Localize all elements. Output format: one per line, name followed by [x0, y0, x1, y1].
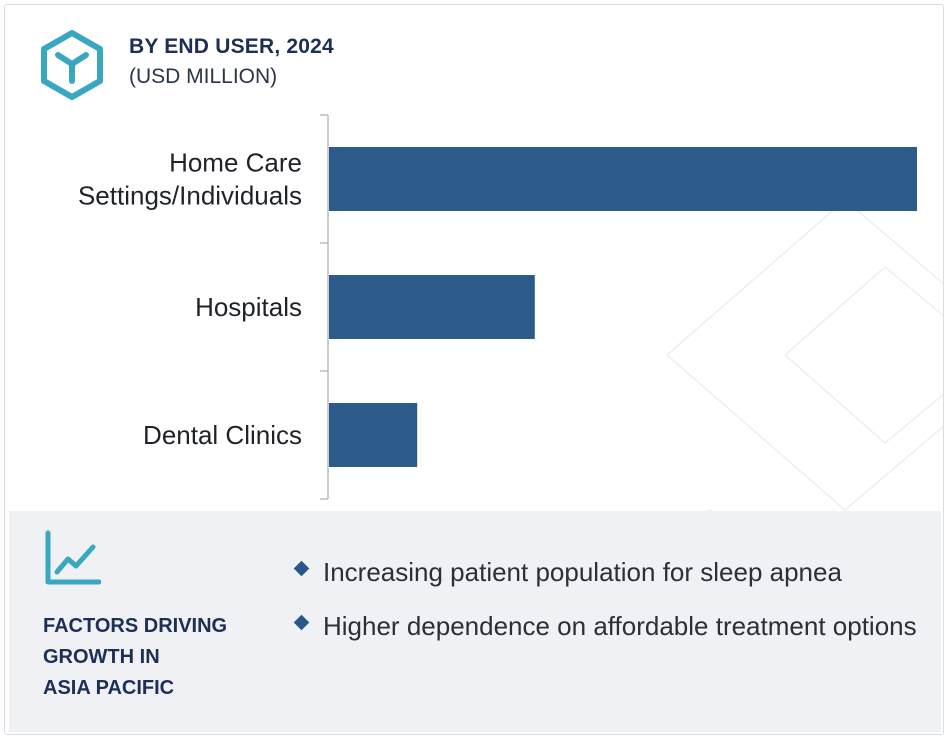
card: BY END USER, 2024 (USD MILLION) Home Car…	[4, 4, 944, 735]
factors-title-line: GROWTH IN	[43, 646, 160, 668]
factors-title-line: ASIA PACIFIC	[43, 677, 175, 699]
category-label: Dental Clinics	[143, 420, 302, 450]
chart-header: BY END USER, 2024 (USD MILLION)	[5, 5, 943, 115]
trend-chart-icon	[45, 530, 101, 585]
factors-title: FACTORS DRIVING GROWTH IN ASIA PACIFIC	[43, 611, 273, 704]
factor-text: Increasing patient population for sleep …	[323, 557, 842, 587]
factors-title-line: FACTORS DRIVING	[43, 615, 228, 637]
category-label: Settings/Individuals	[78, 181, 302, 211]
diamond-bullet-icon	[293, 560, 310, 577]
factors-panel: FACTORS DRIVING GROWTH IN ASIA PACIFIC Inc…	[9, 511, 941, 732]
diamond-bullet-icon	[293, 614, 310, 631]
factor-text: Higher dependence on affordable treatmen…	[323, 611, 917, 641]
factor-item: Higher dependence on affordable treatmen…	[291, 607, 931, 645]
bar	[329, 275, 535, 339]
category-label: Hospitals	[195, 292, 302, 322]
category-label: Home Care	[169, 148, 302, 178]
factor-item: Increasing patient population for sleep …	[291, 553, 931, 591]
factor-list: Increasing patient population for sleep …	[291, 553, 931, 661]
chart-title: BY END USER, 2024	[129, 35, 334, 58]
bar	[329, 403, 418, 467]
chart-subtitle: (USD MILLION)	[129, 65, 278, 88]
bar	[329, 147, 917, 211]
cube-icon	[41, 30, 103, 100]
